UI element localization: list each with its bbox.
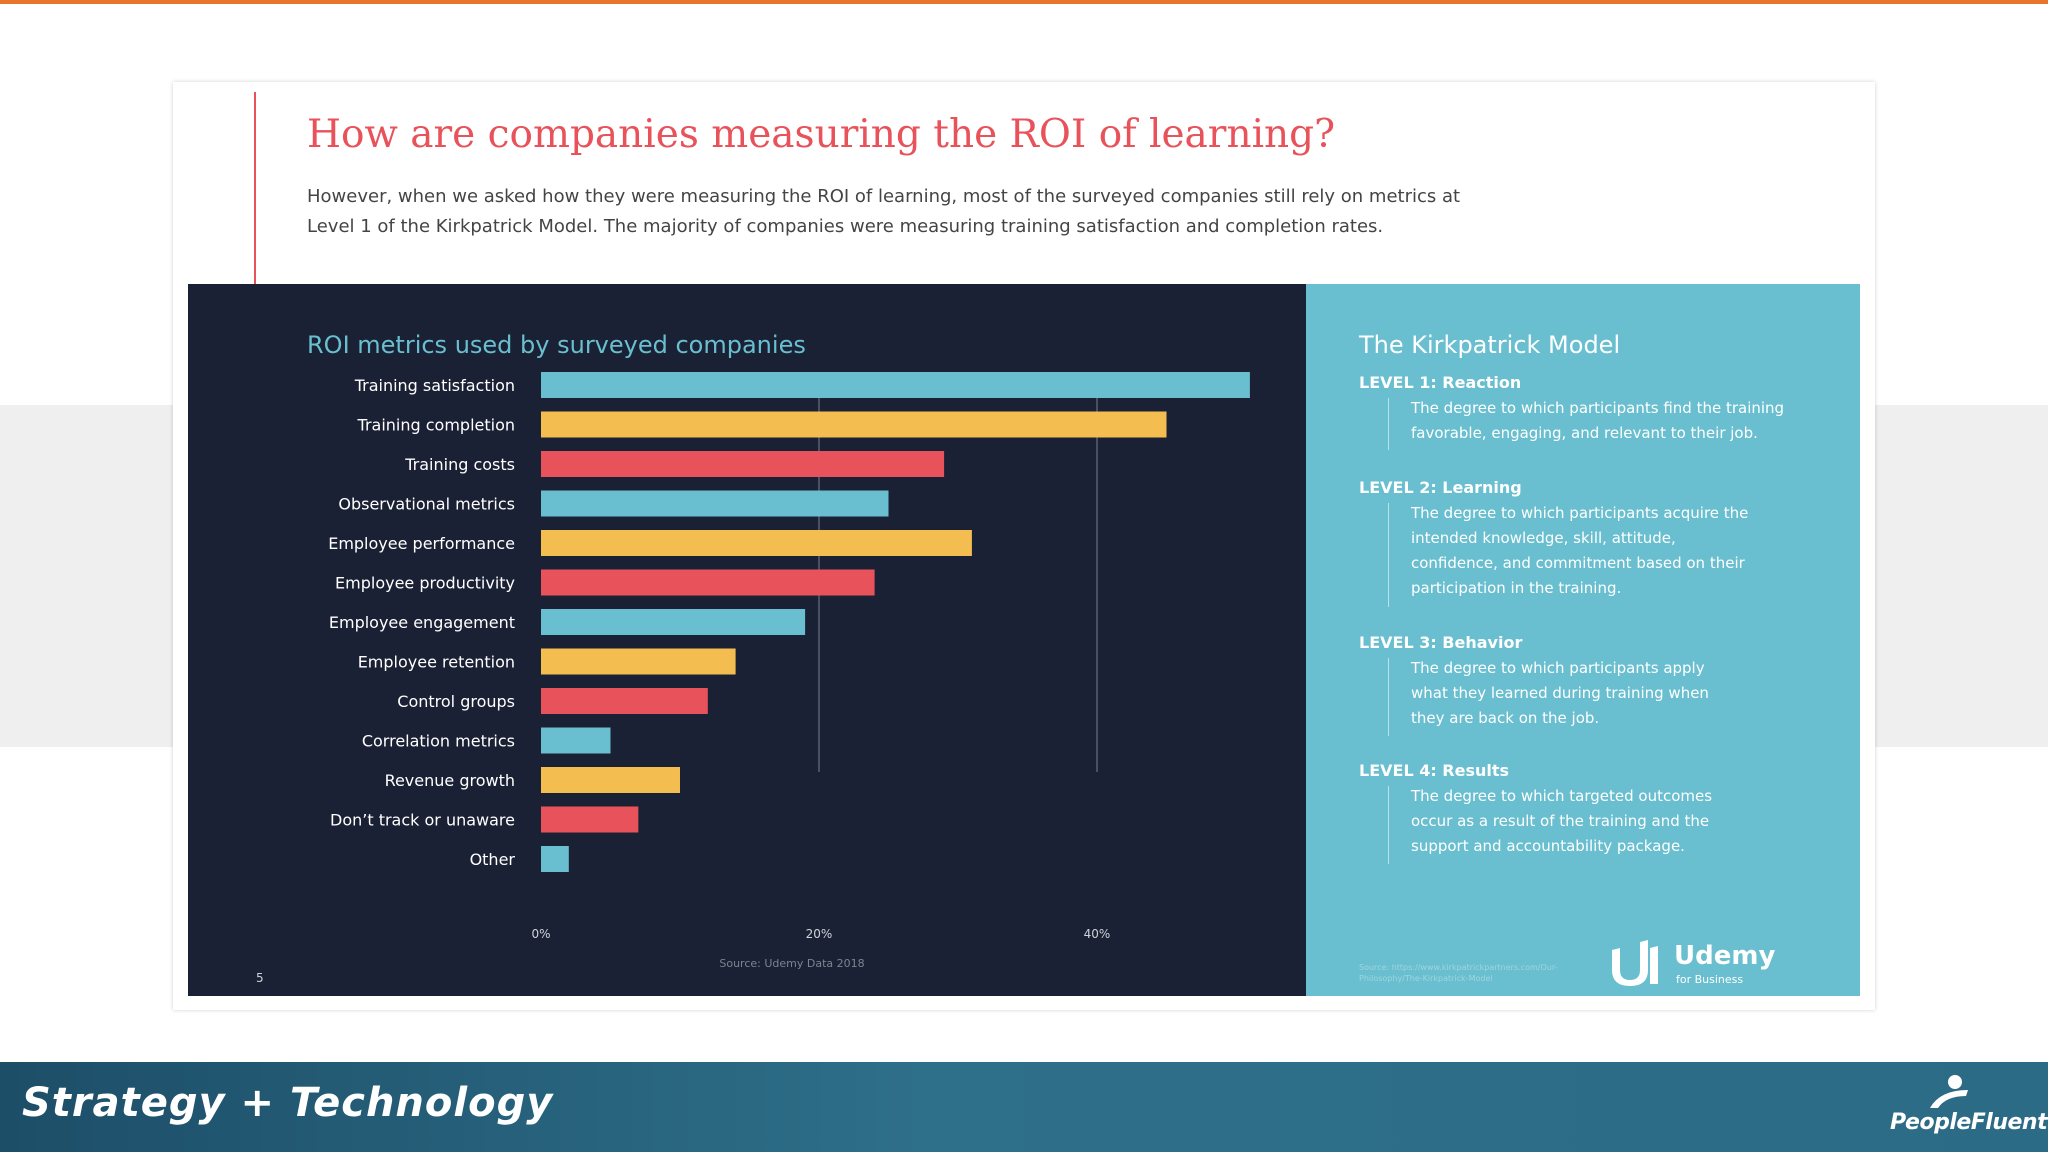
x-tick-label-20: 20% xyxy=(806,927,833,941)
category-label-9: Correlation metrics xyxy=(362,732,515,751)
level-3-label: LEVEL 3: Behavior xyxy=(1359,633,1523,652)
chart-title: ROI metrics used by surveyed companies xyxy=(307,331,806,359)
level-1-bracket xyxy=(1388,398,1389,450)
kirkpatrick-source: Source: https://www.kirkpatrickpartners.… xyxy=(1359,963,1558,983)
footer-bar: Strategy + Technology PeopleFluent xyxy=(0,1062,2048,1152)
slide-intro: However, when we asked how they were mea… xyxy=(307,186,1461,237)
category-label-0: Training satisfaction xyxy=(354,376,515,395)
category-label-11: Don’t track or unaware xyxy=(330,811,515,830)
level-1-desc: The degree to which participants find th… xyxy=(1411,399,1785,442)
x-tick-label-40: 40% xyxy=(1084,927,1111,941)
kirkpatrick-panel: The Kirkpatrick Model LEVEL 1: Reaction … xyxy=(1306,284,1860,996)
level-2-bracket xyxy=(1388,503,1389,607)
level-3-bracket xyxy=(1388,658,1389,736)
slide-title: How are companies measuring the ROI of l… xyxy=(307,112,1336,157)
bar-11 xyxy=(541,806,639,833)
bar-1 xyxy=(541,411,1167,438)
bar-2 xyxy=(541,451,945,477)
udemy-logo: Udemy for Business xyxy=(1606,938,1836,993)
bar-10 xyxy=(541,767,680,793)
category-label-2: Training costs xyxy=(404,455,515,474)
bar-0 xyxy=(541,372,1250,398)
udemy-name: Udemy xyxy=(1674,941,1776,971)
chart-panel: ROI metrics used by surveyed companies 0… xyxy=(188,284,1306,996)
bar-7 xyxy=(541,648,736,675)
level-4-label: LEVEL 4: Results xyxy=(1359,761,1510,780)
category-label-7: Employee retention xyxy=(358,653,515,672)
bar-8 xyxy=(541,688,708,714)
bar-12 xyxy=(541,846,569,872)
slide: How are companies measuring the ROI of l… xyxy=(173,82,1875,1010)
bar-6 xyxy=(541,609,806,635)
category-label-10: Revenue growth xyxy=(385,771,515,790)
x-tick-label-0: 0% xyxy=(531,927,550,941)
level-1-label: LEVEL 1: Reaction xyxy=(1359,373,1522,392)
level-3-desc: The degree to which participants apply w… xyxy=(1411,659,1709,727)
udemy-sub: for Business xyxy=(1676,973,1744,986)
bar-4 xyxy=(541,530,972,556)
bar-5 xyxy=(541,569,875,596)
category-label-1: Training completion xyxy=(357,416,515,435)
chart-source: Source: Udemy Data 2018 xyxy=(719,957,864,970)
level-4-bracket xyxy=(1388,786,1389,864)
bar-9 xyxy=(541,727,611,754)
udemy-u-icon xyxy=(1612,940,1658,986)
footer-title: Strategy + Technology xyxy=(22,1080,554,1126)
category-label-12: Other xyxy=(470,850,516,869)
kirkpatrick-title: The Kirkpatrick Model xyxy=(1359,331,1621,359)
category-label-4: Employee performance xyxy=(328,534,515,553)
category-label-6: Employee engagement xyxy=(329,613,515,632)
roi-metrics-chart: 0% 20% 40% Training satisfaction Training co… xyxy=(328,372,1250,970)
category-label-3: Observational metrics xyxy=(338,495,515,514)
bar-3 xyxy=(541,490,889,517)
level-2-label: LEVEL 2: Learning xyxy=(1359,478,1522,497)
category-label-5: Employee productivity xyxy=(335,574,515,593)
person-icon xyxy=(1930,1075,1968,1108)
page-number: 5 xyxy=(256,971,264,985)
level-2-desc: The degree to which participants acquire… xyxy=(1411,504,1749,597)
category-label-8: Control groups xyxy=(397,692,515,711)
top-orange-rule xyxy=(0,0,2048,4)
peoplefluent-logo: PeopleFluent xyxy=(1884,1074,2048,1144)
peoplefluent-name: PeopleFluent xyxy=(1890,1110,2048,1135)
level-4-desc: The degree to which targeted outcomes oc… xyxy=(1411,787,1713,855)
